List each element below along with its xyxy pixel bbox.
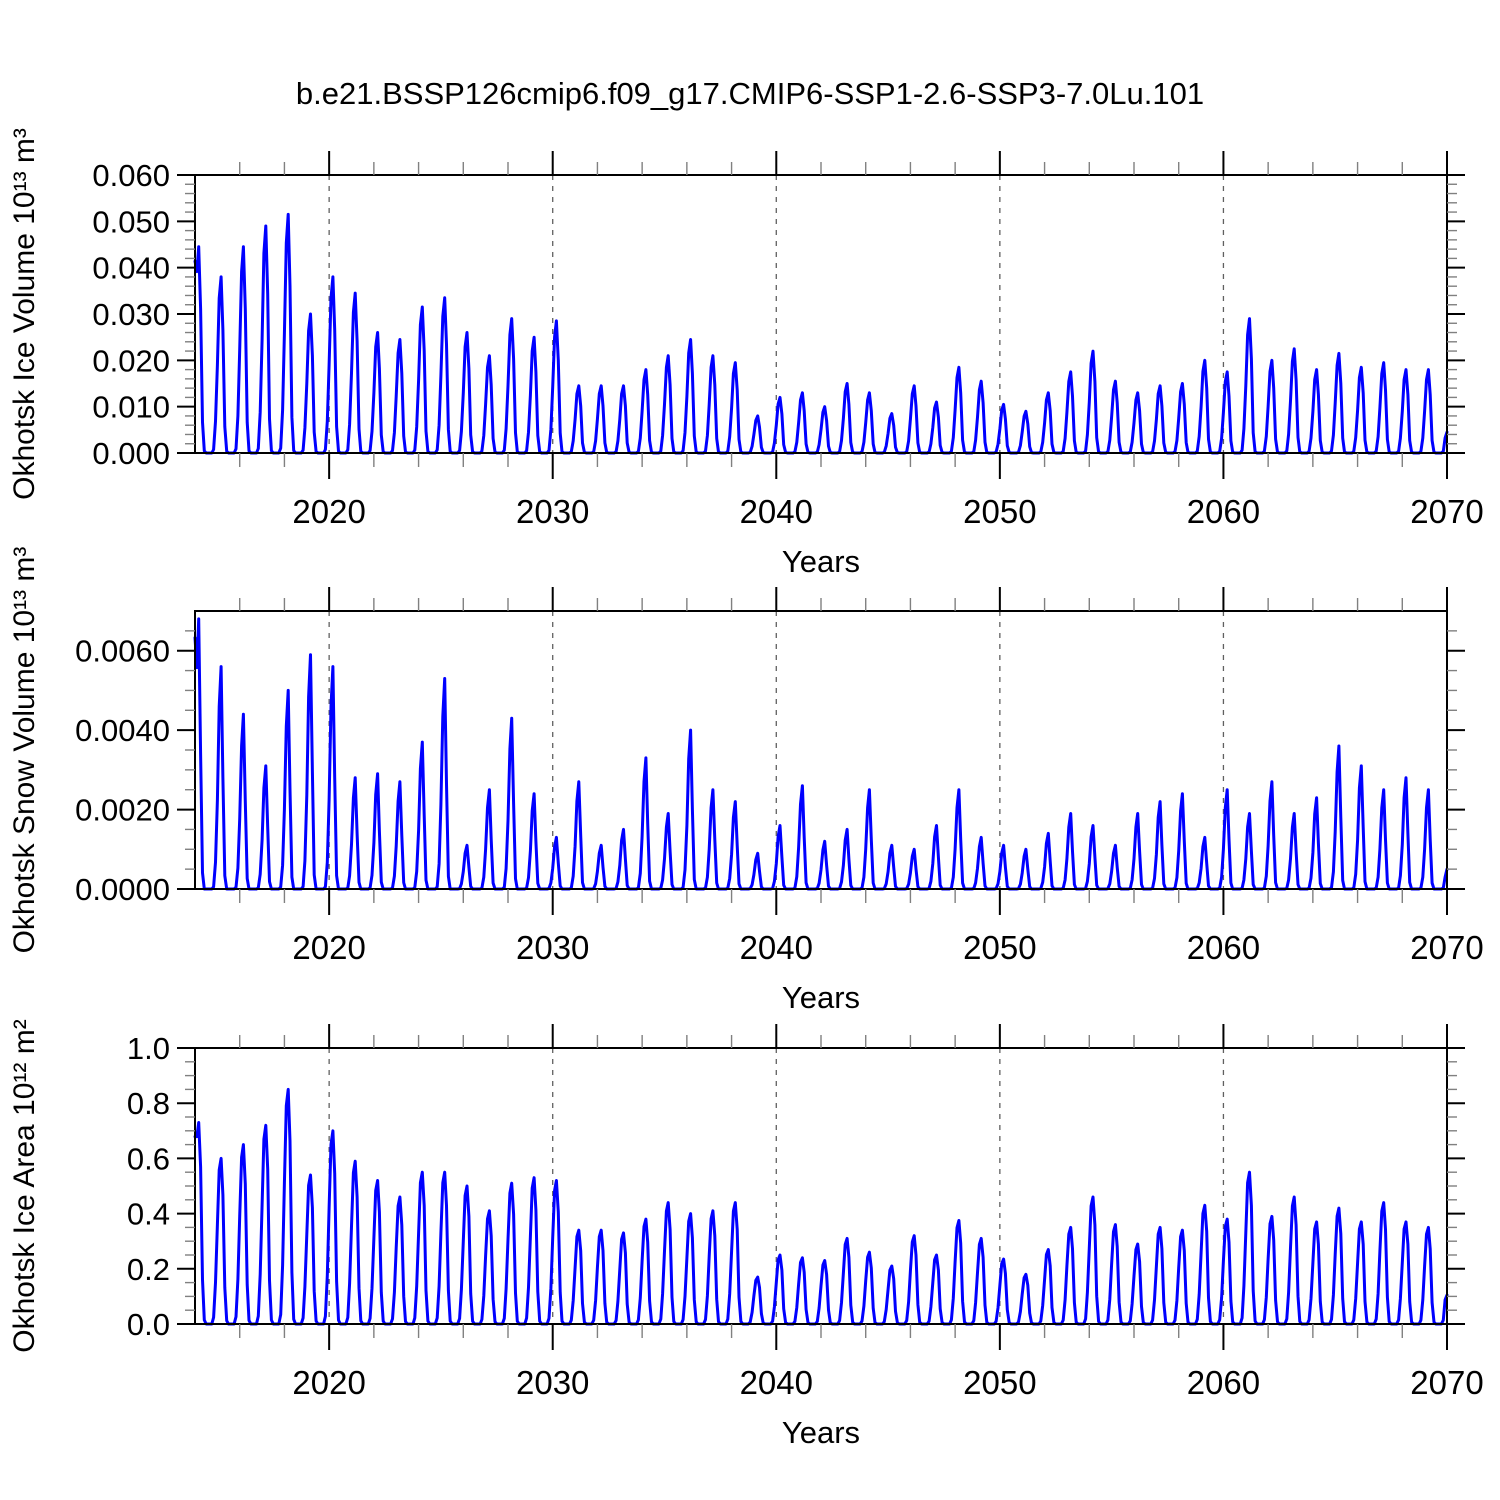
x-tick-label: 2040	[740, 493, 813, 530]
x-tick-label: 2070	[1410, 493, 1483, 530]
y-tick-label: 0.0	[127, 1307, 170, 1342]
panel-snow-volume: 2020 2030 2040 2050 2060 2070 0.0000 0.0020 0.00…	[8, 547, 1484, 1015]
ice-area-x-axis-title: Years	[782, 1415, 860, 1450]
x-tick-label: 2040	[740, 929, 813, 966]
snow-volume-y-axis-title: Okhotsk Snow Volume 10¹³ m³	[8, 547, 41, 954]
y-tick-label: 0.4	[127, 1197, 170, 1232]
y-tick-label: 0.010	[92, 390, 170, 425]
y-tick-label: 0.000	[92, 436, 170, 471]
ice-volume-x-axis-title: Years	[782, 544, 860, 579]
x-tick-label: 2020	[292, 1364, 365, 1401]
x-tick-label: 2070	[1410, 929, 1483, 966]
y-tick-label: 0.2	[127, 1252, 170, 1287]
y-tick-label: 0.030	[92, 297, 170, 332]
x-tick-label: 2050	[963, 1364, 1036, 1401]
y-tick-label: 0.020	[92, 343, 170, 378]
ice-volume-y-axis-title: Okhotsk Ice Volume 10¹³ m³	[8, 128, 41, 500]
x-tick-label: 2050	[963, 493, 1036, 530]
snow-volume-series-line	[193, 617, 1449, 891]
y-tick-label: 0.040	[92, 251, 170, 286]
x-tick-label: 2030	[516, 1364, 589, 1401]
y-tick-label: 0.0060	[75, 634, 170, 669]
y-tick-label: 0.6	[127, 1141, 170, 1176]
x-tick-label: 2070	[1410, 1364, 1483, 1401]
x-tick-label: 2060	[1187, 493, 1260, 530]
x-tick-label: 2040	[740, 1364, 813, 1401]
y-tick-label: 0.8	[127, 1086, 170, 1121]
y-tick-label: 0.050	[92, 204, 170, 239]
figure-title: b.e21.BSSP126cmip6.f09_g17.CMIP6-SSP1-2.…	[295, 76, 1205, 111]
ice-volume-frame	[194, 174, 1448, 454]
y-tick-label: 0.0000	[75, 872, 170, 907]
x-tick-label: 2050	[963, 929, 1036, 966]
panel-ice-volume: 2020 2030 2040 2050 2060 2070 0.000 0.010 0.020 0…	[8, 128, 1484, 579]
y-tick-label: 0.0040	[75, 713, 170, 748]
y-tick-label: 0.060	[92, 158, 170, 193]
y-tick-label: 0.0020	[75, 793, 170, 828]
x-tick-label: 2060	[1187, 929, 1260, 966]
snow-volume-x-axis-title: Years	[782, 980, 860, 1015]
x-tick-label: 2030	[516, 929, 589, 966]
x-tick-label: 2020	[292, 929, 365, 966]
x-tick-label: 2030	[516, 493, 589, 530]
y-tick-label: 1.0	[127, 1031, 170, 1066]
ice-volume-series-line	[193, 212, 1449, 455]
panel-ice-area: 2020 2030 2040 2050 2060 2070 0.0 0.2 0.4 0.6 0.8 1…	[8, 1019, 1484, 1450]
ice-area-series-line	[193, 1087, 1449, 1326]
x-tick-label: 2020	[292, 493, 365, 530]
ice-area-y-axis-title: Okhotsk Ice Area 10¹² m²	[8, 1019, 41, 1352]
snow-volume-frame	[194, 610, 1448, 890]
x-tick-label: 2060	[1187, 1364, 1260, 1401]
